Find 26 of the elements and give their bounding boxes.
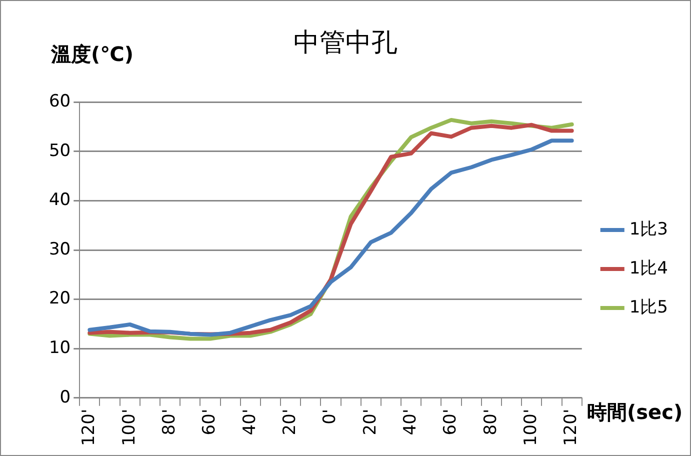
x-tick-label: 80' xyxy=(480,408,501,436)
x-tick-label: 60' xyxy=(440,408,461,436)
y-tick-label: 10 xyxy=(48,338,71,358)
x-tick-label: 40' xyxy=(240,408,260,436)
x-tick-label: 20' xyxy=(360,408,380,436)
x-tick-label: 80' xyxy=(159,408,180,436)
x-tick-label: 20' xyxy=(280,408,300,436)
x-tick-label: 120' xyxy=(561,408,582,446)
x-tick-label: 0' xyxy=(320,408,340,424)
x-tick-label: 60' xyxy=(200,408,220,436)
y-tick-label: 0 xyxy=(60,387,71,408)
legend-label: 1比3 xyxy=(629,219,668,240)
y-tick-label: 50 xyxy=(48,140,71,161)
chart-title: 中管中孔 xyxy=(294,28,398,58)
x-axis-title: 時間(sec) xyxy=(587,399,683,426)
y-tick-label: 20 xyxy=(48,288,71,309)
x-tick-label: 120' xyxy=(79,408,100,446)
y-tick-label: 60 xyxy=(48,92,71,112)
y-tick-label: 30 xyxy=(48,239,71,260)
y-tick-label: 40 xyxy=(48,190,71,210)
legend-label: 1比4 xyxy=(629,258,668,278)
x-tick-label: 100' xyxy=(521,408,542,446)
y-axis-title: 溫度(℃) xyxy=(51,41,134,68)
x-tick-label: 100' xyxy=(119,408,140,446)
x-tick-label: 40' xyxy=(400,408,421,436)
legend-label: 1比5 xyxy=(629,297,668,318)
